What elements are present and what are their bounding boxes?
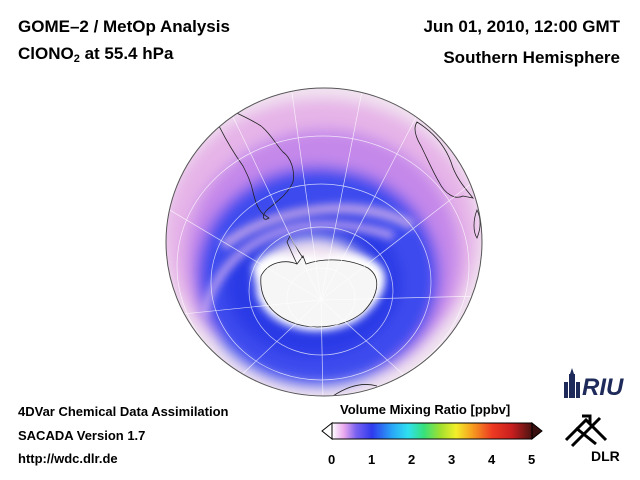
colorbar-max-arrow: [531, 421, 543, 441]
version-label: SACADA Version 1.7: [18, 428, 146, 443]
graticule: [166, 88, 482, 396]
south-america-outline: [214, 103, 294, 220]
madagascar-outline: [473, 209, 481, 239]
australia-outline: [332, 384, 378, 396]
colorbar-gradient: [331, 422, 533, 440]
colorbar-tick-label: 1: [368, 452, 376, 467]
colorbar-title: Volume Mixing Ratio [ppbv]: [340, 402, 511, 417]
field-light-streak: [198, 220, 395, 318]
species-label: ClONO2 at 55.4 hPa: [18, 44, 173, 65]
riu-logo: [564, 368, 580, 398]
africa-outline: [414, 121, 475, 199]
species-subscript: 2: [73, 53, 80, 65]
map-title: GOME–2 / MetOp Analysis: [18, 17, 230, 36]
datetime-label: Jun 01, 2010, 12:00 GMT: [423, 17, 620, 36]
colorbar-min-arrow: [321, 421, 333, 441]
colorbar-tick-label: 3: [448, 452, 456, 467]
field-light-streak-2: [219, 203, 416, 250]
colorbar: [321, 421, 543, 441]
colorbar-tick-label: 0: [328, 452, 336, 467]
method-label: 4DVar Chemical Data Assimilation: [18, 404, 229, 419]
colorbar-tick-label: 5: [528, 452, 536, 467]
hemisphere-map: [165, 87, 483, 397]
region-label: Southern Hemisphere: [443, 48, 620, 67]
source-url: http://wdc.dlr.de: [18, 451, 118, 466]
species-level: at 55.4 hPa: [79, 44, 174, 63]
dlr-logo-text: DLR: [591, 448, 620, 464]
species-name: ClONO: [18, 44, 74, 63]
colorbar-tick-label: 4: [488, 452, 496, 467]
new-zealand-outline: [202, 375, 218, 383]
colorbar-tick-label: 2: [408, 452, 416, 467]
riu-logo-text: RIU: [582, 374, 624, 401]
dlr-logo: [564, 414, 608, 448]
globe-border: [165, 87, 483, 397]
